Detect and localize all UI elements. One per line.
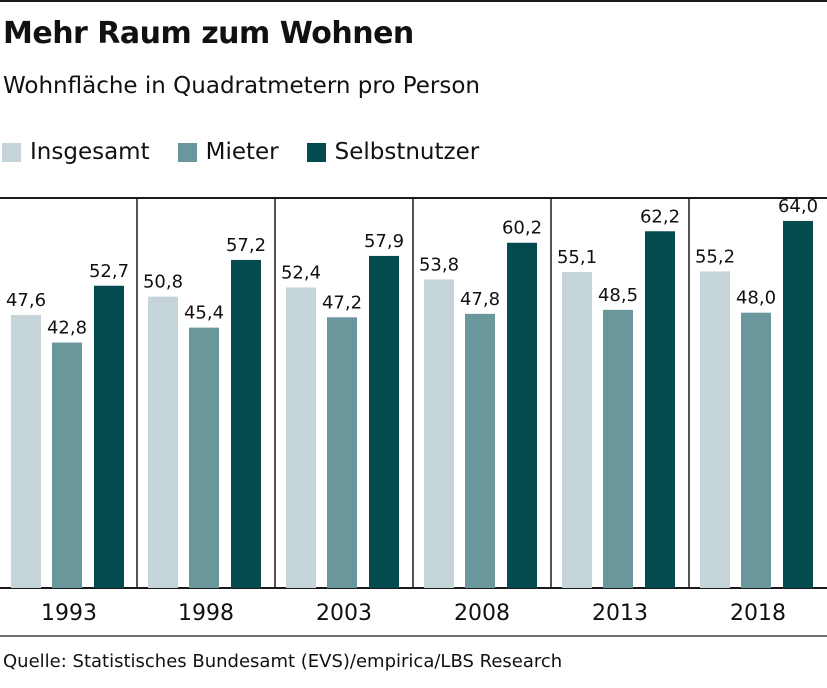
bar-2013-insgesamt [562,271,592,588]
bar-2008-insgesamt [424,279,454,588]
legend: Insgesamt Mieter Selbstnutzer [2,138,507,166]
bar-2003-selbstnutzer [369,255,399,589]
bar-1998-insgesamt [148,296,178,588]
source-note: Quelle: Statistisches Bundesamt (EVS)/em… [3,651,563,672]
bar-1993-mieter [52,342,82,588]
data-label-2008-insgesamt: 53,8 [419,254,459,275]
legend-item-insgesamt: Insgesamt [2,139,150,165]
bar-1993-selbstnutzer [94,285,124,588]
x-tick-label-2008: 2008 [454,601,510,626]
data-label-2008-selbstnutzer: 60,2 [502,218,542,239]
bar-1998-mieter [189,327,219,588]
data-label-2013-insgesamt: 55,1 [557,247,597,268]
bar-2008-mieter [465,313,495,588]
data-label-1993-mieter: 42,8 [47,318,87,339]
legend-swatch-mieter [177,142,197,162]
data-label-2008-mieter: 47,8 [460,289,500,310]
bar-2018-insgesamt [700,271,730,588]
x-tick-label-1998: 1998 [178,601,234,626]
chart-subtitle: Wohnfläche in Quadratmetern pro Person [3,73,480,99]
bar-2013-selbstnutzer [645,231,675,588]
chart-title: Mehr Raum zum Wohnen [3,16,414,51]
x-tick-label-2013: 2013 [592,601,648,626]
data-label-2003-mieter: 47,2 [322,292,362,313]
legend-label-mieter: Mieter [205,139,279,165]
x-tick-label-2003: 2003 [316,601,372,626]
data-label-2018-selbstnutzer: 64,0 [778,196,818,217]
data-label-2013-selbstnutzer: 62,2 [640,206,680,227]
bar-2003-insgesamt [286,287,316,588]
data-label-2013-mieter: 48,5 [598,285,638,306]
data-label-2003-selbstnutzer: 57,9 [364,231,404,252]
bar-2008-selbstnutzer [507,242,537,588]
legend-item-selbstnutzer: Selbstnutzer [306,139,480,165]
data-label-1993-insgesamt: 47,6 [6,290,46,311]
bar-2013-mieter [603,309,633,588]
legend-label-selbstnutzer: Selbstnutzer [334,139,480,165]
data-label-1998-mieter: 45,4 [184,303,224,324]
data-label-1998-insgesamt: 50,8 [143,272,183,293]
x-tick-label-1993: 1993 [41,601,97,626]
legend-item-mieter: Mieter [177,139,279,165]
bar-1998-selbstnutzer [231,259,261,588]
legend-label-insgesamt: Insgesamt [30,139,150,165]
x-tick-label-2018: 2018 [730,601,786,626]
data-label-1998-selbstnutzer: 57,2 [226,235,266,256]
bar-2018-selbstnutzer [783,220,813,589]
bar-2018-mieter [741,312,771,588]
data-label-1993-selbstnutzer: 52,7 [89,261,129,282]
legend-swatch-selbstnutzer [306,142,326,162]
data-label-2018-insgesamt: 55,2 [695,246,735,267]
data-label-2003-insgesamt: 52,4 [281,262,321,283]
bar-2003-mieter [327,317,357,588]
data-label-2018-mieter: 48,0 [736,288,776,309]
bar-1993-insgesamt [11,315,41,588]
legend-swatch-insgesamt [2,142,21,162]
top-rule [0,0,827,2]
